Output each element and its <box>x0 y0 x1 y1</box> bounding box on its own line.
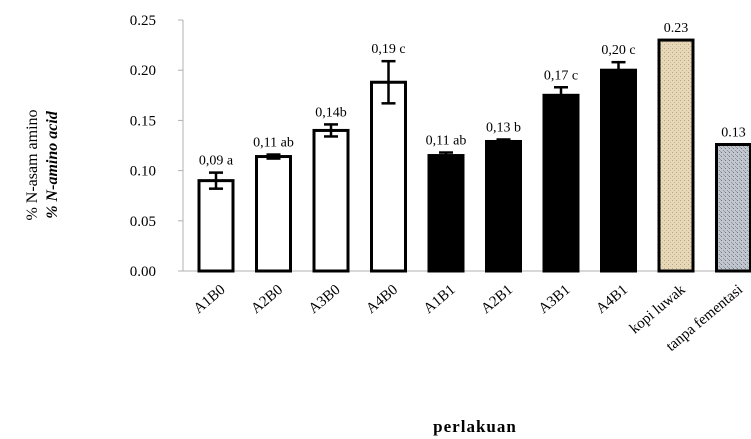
y-axis-label-primary: % N-asam amino <box>24 109 41 220</box>
data-label: 0.23 <box>664 21 689 36</box>
category-label: A2B1 <box>478 282 516 317</box>
y-tick-label: 0.25 <box>130 13 156 29</box>
bar <box>485 139 522 273</box>
category-label: A2B0 <box>248 282 286 317</box>
data-label: 0,19 c <box>371 42 405 57</box>
y-tick-label: 0.10 <box>130 164 156 180</box>
category-label: A1B0 <box>191 282 229 317</box>
bar <box>370 80 407 273</box>
data-label: 0.13 <box>721 125 746 140</box>
y-tick-label: 0.05 <box>130 214 156 230</box>
bar <box>715 142 751 273</box>
data-label: 0,17 c <box>544 68 578 83</box>
y-tick-label: 0.20 <box>130 63 156 79</box>
bar <box>427 154 465 273</box>
category-label: A3B0 <box>306 282 344 317</box>
bar <box>255 155 292 273</box>
y-tick-label: 0.00 <box>130 264 156 280</box>
y-tick-label: 0.15 <box>130 113 156 129</box>
bar <box>542 93 580 273</box>
y-axis-label-secondary: % N-amino acid <box>44 110 61 219</box>
bar <box>197 179 235 273</box>
category-label: A3B1 <box>536 282 574 317</box>
bar <box>600 68 637 273</box>
data-label: 0,09 a <box>199 154 234 169</box>
bar <box>657 38 695 273</box>
data-label: 0,13 b <box>486 120 521 135</box>
x-axis-label: perlakuan <box>433 417 517 436</box>
data-label: 0,14b <box>315 105 347 120</box>
data-label: 0,20 c <box>601 43 635 58</box>
bars-layer <box>197 38 751 273</box>
bar <box>312 128 350 273</box>
category-label: A4B1 <box>593 282 631 317</box>
data-label: 0,11 ab <box>426 134 467 149</box>
category-label: A1B1 <box>421 282 459 317</box>
data-label: 0,11 ab <box>253 136 294 151</box>
category-label: A4B0 <box>363 282 401 317</box>
